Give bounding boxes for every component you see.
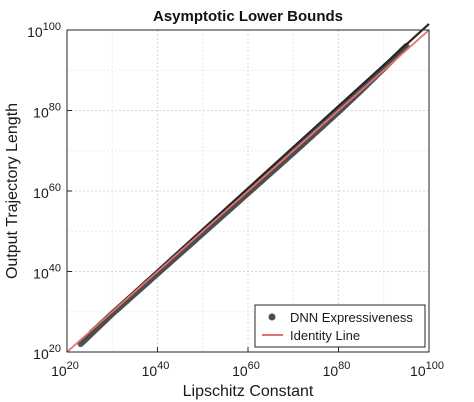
legend-marker-dnn xyxy=(268,313,276,321)
x-axis-label: Lipschitz Constant xyxy=(183,383,314,400)
series-line-identity-line xyxy=(66,29,430,353)
y-axis-label: Output Trajectory Length xyxy=(4,103,21,279)
data-layer xyxy=(66,23,430,353)
x-tick-label: 1080 xyxy=(323,360,351,379)
y-tick-label: 1020 xyxy=(33,343,61,362)
x-tick-label: 1020 xyxy=(51,360,79,379)
y-tick-label: 1060 xyxy=(33,182,61,201)
y-tick-label: 10100 xyxy=(27,21,61,40)
x-tick-label: 10100 xyxy=(410,360,444,379)
x-tick-label: 1040 xyxy=(142,360,170,379)
x-tick-label: 1060 xyxy=(232,360,260,379)
legend-label-dnn: DNN Expressiveness xyxy=(290,310,413,325)
legend-label-identity: Identity Line xyxy=(290,328,360,343)
tick-labels: 1020 1040 1060 1080 10100 1020 1040 1060 1080 101… xyxy=(27,21,444,379)
y-tick-label: 1040 xyxy=(33,263,61,282)
y-tick-label: 1080 xyxy=(33,102,61,121)
legend-box xyxy=(254,304,426,348)
legend: DNN Expressiveness Identity Line xyxy=(254,304,426,348)
chart-title: Asymptotic Lower Bounds xyxy=(153,8,343,25)
